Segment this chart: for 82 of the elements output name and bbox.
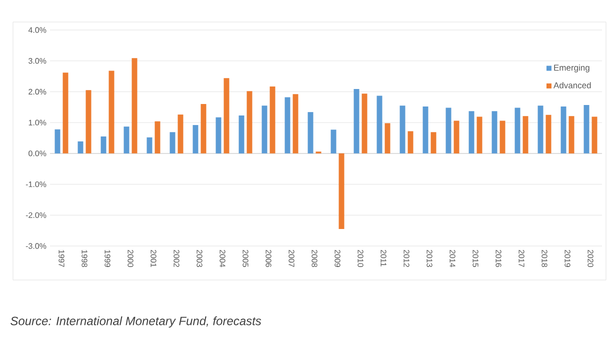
bar xyxy=(224,78,230,154)
bar xyxy=(522,116,528,154)
bar xyxy=(330,130,336,154)
x-tick-label: 2006 xyxy=(266,250,272,267)
bar xyxy=(560,106,566,154)
x-tick-label: 2016 xyxy=(496,250,502,267)
bar xyxy=(422,106,428,154)
bar xyxy=(376,96,382,154)
bar xyxy=(54,129,60,154)
bar xyxy=(400,106,406,154)
y-tick-label: 4.0% xyxy=(28,27,46,33)
y-tick-label: -1.0% xyxy=(26,181,46,188)
x-tick-label: 2004 xyxy=(220,250,226,268)
bar xyxy=(246,91,252,154)
x-tick-label: 2019 xyxy=(564,250,570,267)
bar xyxy=(284,97,290,154)
x-tick-label: 1997 xyxy=(58,250,64,267)
bar xyxy=(362,94,368,154)
x-tick-label: 2005 xyxy=(242,250,248,267)
bar xyxy=(170,132,176,154)
bar xyxy=(538,106,544,154)
bar xyxy=(592,116,598,154)
bar xyxy=(132,58,138,154)
bar xyxy=(354,88,360,154)
bar xyxy=(430,132,436,154)
legend-label: Advanced xyxy=(553,82,591,88)
x-tick-label: 2018 xyxy=(542,250,548,267)
x-tick-label: 2017 xyxy=(518,250,524,267)
bar xyxy=(192,125,198,154)
x-tick-label: 2000 xyxy=(128,250,134,268)
bar xyxy=(124,126,130,154)
x-tick-label: 2011 xyxy=(380,250,386,266)
bar xyxy=(468,111,474,154)
bar xyxy=(100,136,106,154)
bar xyxy=(446,108,452,154)
bar xyxy=(408,131,414,154)
bar xyxy=(270,86,276,154)
y-tick-label: 2.0% xyxy=(28,88,46,95)
y-tick-label: 3.0% xyxy=(28,58,46,64)
bar xyxy=(500,120,506,154)
x-tick-label: 1999 xyxy=(104,250,110,267)
x-tick-label: 2010 xyxy=(358,250,364,268)
legend-label: Emerging xyxy=(554,64,590,72)
bar xyxy=(238,115,244,154)
bar xyxy=(200,104,206,154)
bar xyxy=(476,116,482,154)
x-tick-label: 2003 xyxy=(196,250,202,267)
y-tick-label: -2.0% xyxy=(26,212,46,218)
bar xyxy=(146,137,152,154)
bar xyxy=(108,70,114,154)
x-tick-label: 2001 xyxy=(150,250,156,267)
x-tick-label: 2012 xyxy=(404,250,410,267)
bar xyxy=(292,94,298,154)
bar xyxy=(384,123,390,154)
bar xyxy=(568,116,574,154)
x-tick-label: 2020 xyxy=(588,250,594,268)
bar xyxy=(514,108,520,154)
bar xyxy=(154,121,160,154)
y-tick-label: -3.0% xyxy=(26,243,46,249)
bar xyxy=(62,72,68,154)
bar xyxy=(216,117,222,154)
x-tick-label: 2015 xyxy=(472,250,478,267)
y-tick-label: 1.0% xyxy=(28,120,46,126)
x-tick-label: 2008 xyxy=(312,250,318,267)
bar xyxy=(178,114,184,154)
x-tick-label: 2007 xyxy=(288,250,294,267)
x-tick-label: 2014 xyxy=(450,250,456,268)
x-tick-label: 2013 xyxy=(426,250,432,267)
x-tick-label: 2002 xyxy=(174,250,180,267)
bar xyxy=(338,153,344,230)
x-tick-label: 1998 xyxy=(82,250,88,267)
bar xyxy=(492,111,498,154)
source-note: Source: International Monetary Fund, forecasts xyxy=(10,316,262,328)
bar xyxy=(262,106,268,154)
y-tick-label: 0.0% xyxy=(28,150,46,156)
bar xyxy=(584,104,590,154)
bar xyxy=(308,112,314,154)
bar xyxy=(78,141,84,154)
bar xyxy=(86,90,92,154)
bar xyxy=(454,120,460,154)
bar xyxy=(546,114,552,154)
x-tick-label: 2009 xyxy=(334,250,340,267)
